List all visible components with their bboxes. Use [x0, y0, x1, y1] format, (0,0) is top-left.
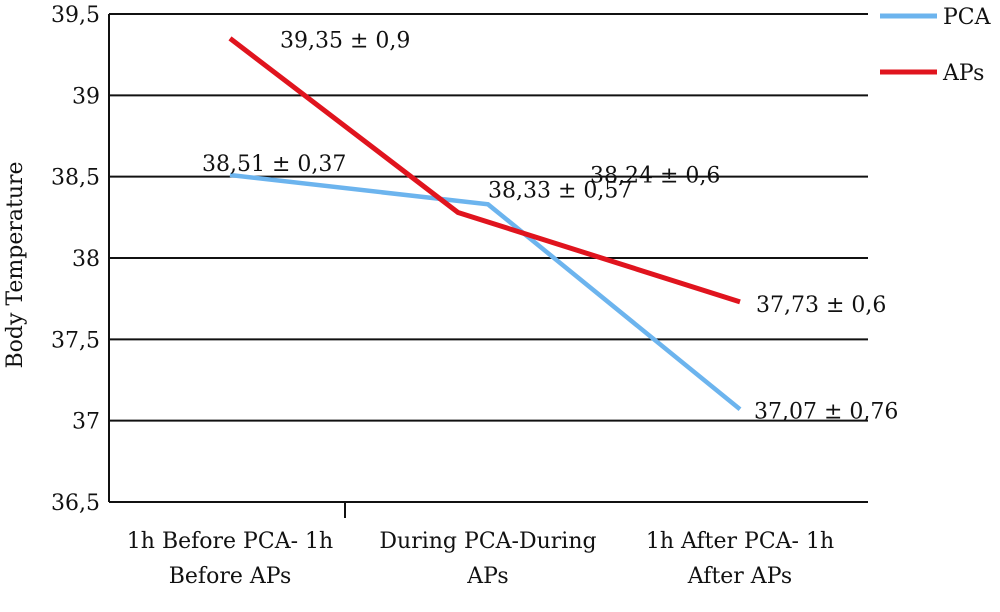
data-label-pca: 38,33 ± 0,57 [488, 178, 632, 203]
y-tick-label: 39 [72, 84, 100, 109]
series-line-aps [228, 36, 741, 305]
x-category-label: During PCA-During [379, 529, 596, 554]
legend-label-pca: PCA [943, 5, 992, 30]
series-line-pca [229, 172, 742, 412]
y-tick-label: 36,5 [51, 491, 100, 516]
y-tick-label: 37,5 [51, 328, 100, 353]
series-lines [228, 36, 742, 412]
y-tick-labels: 36,5 37 37,5 38 38,5 39 39,5 [51, 3, 100, 516]
data-labels: 38,51 ± 0,37 38,33 ± 0,57 37,07 ± 0,76 39,3… [202, 28, 898, 424]
y-tick-label: 37 [72, 410, 100, 435]
data-label-aps: 39,35 ± 0,9 [280, 28, 410, 53]
x-category-label: 1h After PCA- 1h [646, 529, 834, 554]
x-category-labels: 1h Before PCA- 1h Before APs During PCA-Du… [127, 529, 834, 589]
gridlines [109, 13, 868, 422]
x-category-label: After APs [687, 564, 792, 589]
data-label-aps: 38,24 ± 0,6 [590, 163, 720, 188]
x-category-label: APs [466, 564, 508, 589]
legend-label-aps: APs [942, 61, 984, 86]
data-label-pca: 37,07 ± 0,76 [754, 399, 898, 424]
data-label-aps: 37,73 ± 0,6 [756, 293, 886, 318]
y-tick-label: 38,5 [51, 166, 100, 191]
legend: PCA APs [880, 5, 992, 86]
y-tick-label: 38 [72, 247, 100, 272]
y-axis-title: Body Temperature [3, 161, 28, 368]
axes [108, 14, 868, 518]
data-label-pca: 38,51 ± 0,37 [202, 152, 346, 177]
x-category-label: Before APs [169, 564, 292, 589]
x-category-label: 1h Before PCA- 1h [127, 529, 333, 554]
y-tick-label: 39,5 [51, 3, 100, 28]
